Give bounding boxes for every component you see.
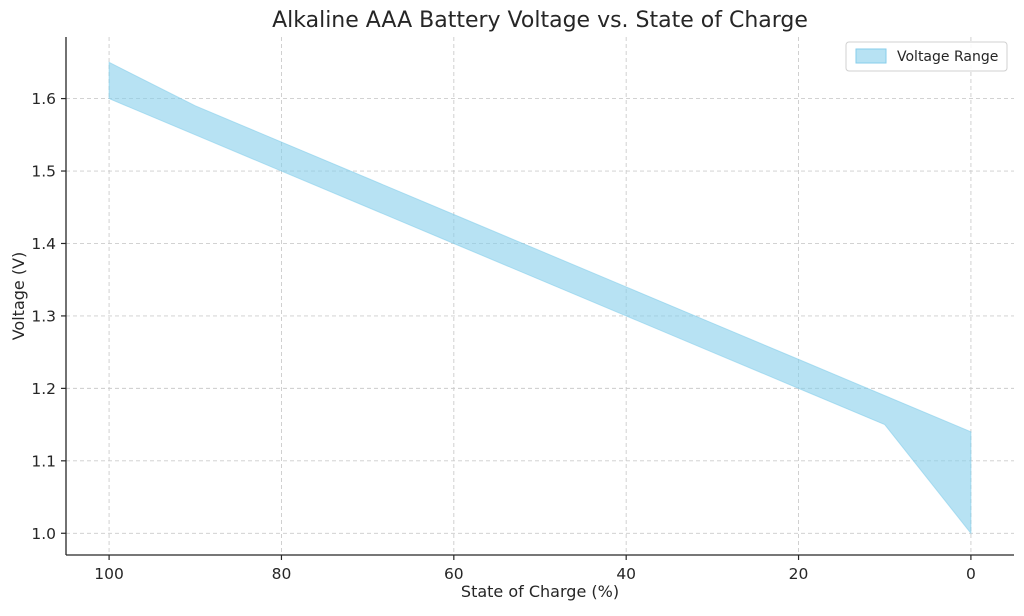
legend-label: Voltage Range: [897, 49, 998, 65]
y-tick-label: 1.3: [31, 307, 56, 325]
x-tick-label: 20: [789, 565, 809, 583]
x-tick-label: 100: [94, 565, 124, 583]
y-axis-ticks: 1.0 1.1 1.2 1.3 1.4 1.5 1.6: [31, 90, 66, 543]
voltage-range-area: [108, 61, 972, 535]
plot-area: [108, 61, 972, 535]
x-tick-label: 80: [272, 565, 292, 583]
y-tick-label: 1.4: [31, 235, 56, 253]
y-tick-label: 1.1: [31, 452, 56, 470]
x-tick-label: 40: [616, 565, 636, 583]
x-axis-label: State of Charge (%): [461, 582, 619, 601]
chart-title: Alkaline AAA Battery Voltage vs. State o…: [272, 8, 808, 33]
y-tick-label: 1.0: [31, 525, 56, 543]
x-axis-ticks: 100 80 60 40 20 0: [94, 555, 976, 583]
x-tick-label: 0: [966, 565, 976, 583]
legend: Voltage Range: [845, 41, 1008, 72]
x-tick-label: 60: [444, 565, 464, 583]
y-axis-label: Voltage (V): [9, 252, 28, 341]
axes-spines: [65, 37, 1014, 556]
legend-swatch: [855, 48, 887, 64]
y-tick-label: 1.6: [31, 90, 56, 108]
y-tick-label: 1.2: [31, 380, 56, 398]
y-tick-label: 1.5: [31, 163, 56, 181]
